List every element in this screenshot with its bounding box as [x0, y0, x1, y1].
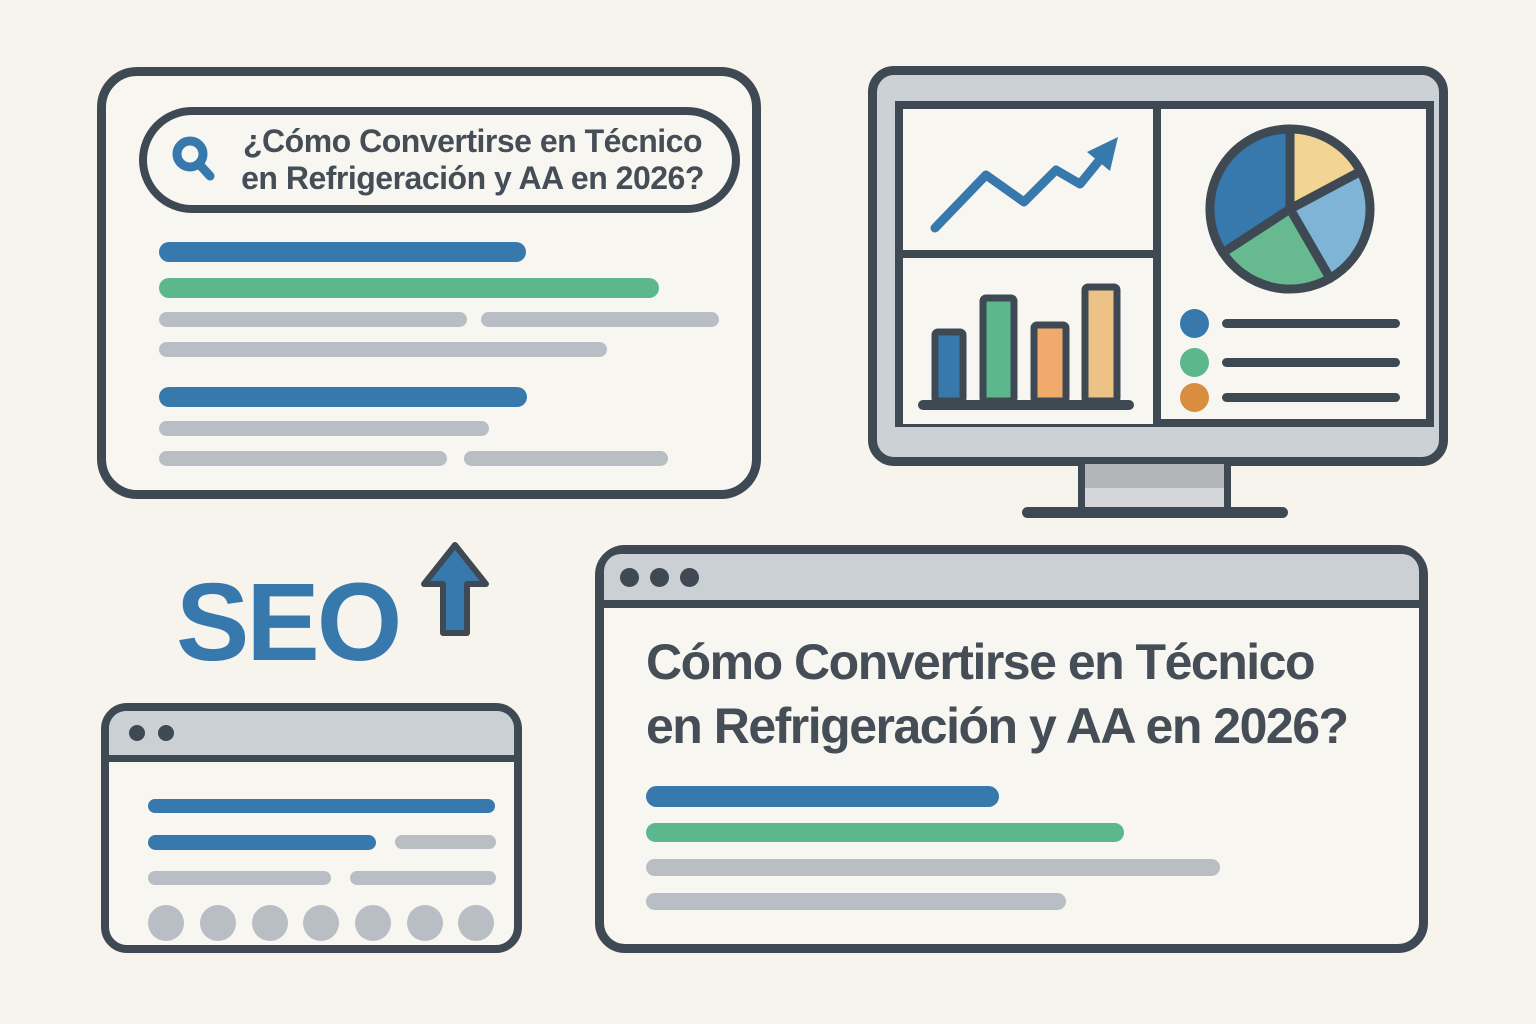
thumbnail-dot-row — [109, 711, 514, 945]
monitor-screen — [895, 101, 1434, 427]
legend-line — [1222, 393, 1400, 402]
seo-label: SEO — [176, 561, 402, 684]
skeleton-text-bar — [148, 799, 495, 813]
legend-line — [1222, 358, 1400, 367]
search-result-bar — [159, 278, 659, 298]
small-browser-window — [101, 703, 522, 953]
pie-chart-panel — [1161, 109, 1426, 419]
thumbnail-dot — [148, 905, 184, 941]
search-result-bar — [159, 342, 607, 357]
screen-left-column — [903, 109, 1161, 424]
skeleton-text-bar — [350, 871, 496, 885]
search-result-bar — [464, 451, 668, 466]
window-control-dot[interactable] — [680, 567, 699, 587]
window-control-dot[interactable] — [158, 725, 174, 741]
search-query-text: ¿Cómo Convertirse en Técnico en Refriger… — [241, 123, 704, 196]
thumbnail-dot — [355, 905, 391, 941]
window-header — [604, 554, 1419, 608]
large-browser-window: Cómo Convertirse en Técnico en Refrigera… — [595, 545, 1428, 953]
legend-dot — [1180, 309, 1209, 338]
analytics-monitor — [868, 66, 1448, 518]
legend-dot — [1180, 383, 1209, 412]
search-result-bar — [159, 421, 489, 436]
search-result-bar — [159, 312, 467, 327]
skeleton-text-bar — [646, 823, 1124, 842]
thumbnail-dot — [407, 905, 443, 941]
search-result-bar — [481, 312, 719, 327]
search-results-card: ¿Cómo Convertirse en Técnico en Refriger… — [97, 67, 761, 499]
skeleton-text-bar — [646, 859, 1220, 876]
legend-line — [1222, 319, 1400, 328]
skeleton-text-bar — [148, 835, 376, 850]
window-control-dot[interactable] — [650, 567, 669, 587]
window-header — [109, 711, 514, 762]
legend-dot — [1180, 348, 1209, 377]
search-result-bar — [159, 451, 447, 466]
monitor-frame — [868, 66, 1448, 466]
trend-line-chart — [930, 137, 1118, 233]
search-result-bar — [159, 387, 527, 407]
thumbnail-dot — [458, 905, 494, 941]
skeleton-text-bar — [646, 893, 1066, 910]
page-skeleton-bars — [604, 554, 1419, 944]
thumbnail-dot — [252, 905, 288, 941]
bar-chart — [918, 283, 1134, 410]
page-title: Cómo Convertirse en Técnico en Refrigera… — [646, 634, 1349, 754]
window-control-dot[interactable] — [129, 725, 145, 741]
thumbnail-dot — [303, 905, 339, 941]
seo-growth-arrow-icon — [421, 542, 489, 636]
line-chart-panel — [903, 109, 1153, 258]
search-input[interactable]: ¿Cómo Convertirse en Técnico en Refriger… — [139, 107, 740, 213]
skeleton-text-bar — [646, 786, 999, 807]
monitor-stand-neck — [1078, 464, 1231, 510]
search-result-bar — [159, 242, 526, 262]
skeleton-text-bar — [148, 871, 331, 885]
pie-chart — [1205, 124, 1375, 294]
bar-chart-panel — [903, 258, 1153, 424]
thumbnail-dot — [200, 905, 236, 941]
window-control-dot[interactable] — [620, 567, 639, 587]
search-icon — [172, 136, 215, 181]
monitor-stand-base — [1022, 507, 1288, 518]
search-result-skeleton-list — [106, 76, 752, 490]
skeleton-text-bar — [395, 835, 496, 849]
page-skeleton-bars — [109, 711, 514, 945]
